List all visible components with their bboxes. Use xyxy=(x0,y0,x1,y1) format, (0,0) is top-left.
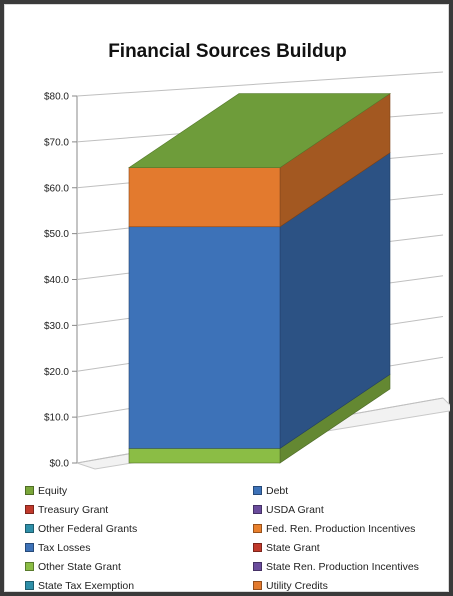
bar-front-debt xyxy=(128,226,281,449)
legend-item: USDA Grant xyxy=(253,502,445,517)
legend-label: Tax Losses xyxy=(38,541,91,554)
y-tick-label: $40.0 xyxy=(44,275,69,286)
bar-front-utility-credits xyxy=(128,167,281,228)
legend-item: Treasury Grant xyxy=(25,502,253,517)
legend-label: Fed. Ren. Production Incentives xyxy=(266,522,416,535)
legend-item: Other Federal Grants xyxy=(25,521,253,536)
legend-item: Fed. Ren. Production Incentives xyxy=(253,521,445,536)
legend-swatch xyxy=(25,505,34,514)
bar-stack xyxy=(128,93,391,464)
legend-item: State Ren. Production Incentives xyxy=(253,559,445,574)
bar-top-face xyxy=(128,93,391,168)
legend-item: Equity xyxy=(25,483,253,498)
y-tick-label: $0.0 xyxy=(50,459,70,470)
y-tick-label: $20.0 xyxy=(44,367,69,378)
legend-label: Equity xyxy=(38,484,68,497)
legend-label: State Ren. Production Incentives xyxy=(266,560,419,573)
gridline xyxy=(76,71,444,97)
y-tick-label: $50.0 xyxy=(44,229,69,240)
legend-swatch xyxy=(25,524,34,533)
legend-label: Other Federal Grants xyxy=(38,522,138,535)
legend-swatch xyxy=(253,486,262,495)
y-axis-ticks: $0.0 $10.0 $20.0 $30.0 $40.0 $50.0 $60.0 $70.0 $… xyxy=(44,92,69,470)
legend-label: Utility Credits xyxy=(266,579,328,592)
legend-swatch xyxy=(253,505,262,514)
legend-item: Other State Grant xyxy=(25,559,253,574)
legend-swatch xyxy=(25,562,34,571)
legend-swatch xyxy=(253,562,262,571)
legend-swatch xyxy=(253,524,262,533)
legend-item: State Tax Exemption xyxy=(25,578,253,593)
chart-title: Financial Sources Buildup xyxy=(108,41,347,62)
legend-item: Debt xyxy=(253,483,445,498)
y-tick-label: $10.0 xyxy=(44,413,69,424)
legend-label: Other State Grant xyxy=(38,560,121,573)
legend-swatch xyxy=(253,543,262,552)
bar-front-other-state-grant xyxy=(128,448,281,464)
y-tick-label: $60.0 xyxy=(44,183,69,194)
y-tick-label: $70.0 xyxy=(44,137,69,148)
legend-swatch xyxy=(25,543,34,552)
chart-plot: $0.0 $10.0 $20.0 $30.0 $40.0 $50.0 $60.0 $70.0 $… xyxy=(44,71,450,470)
legend: Equity Debt Treasury Grant USDA Grant Other … xyxy=(25,483,445,593)
legend-swatch xyxy=(25,581,34,590)
legend-label: Treasury Grant xyxy=(38,503,109,516)
legend-label: Debt xyxy=(266,484,289,497)
y-tick-label: $80.0 xyxy=(44,92,69,103)
chart-frame: Financial Sources Buildup $0.0 $10.0 $20.0… xyxy=(4,4,450,593)
legend-item: State Grant xyxy=(253,540,445,555)
legend-item: Utility Credits xyxy=(253,578,445,593)
legend-swatch xyxy=(253,581,262,590)
legend-label: USDA Grant xyxy=(266,503,324,516)
legend-item: Tax Losses xyxy=(25,540,253,555)
legend-label: State Grant xyxy=(266,541,320,554)
legend-label: State Tax Exemption xyxy=(38,579,135,592)
legend-swatch xyxy=(25,486,34,495)
y-tick-label: $30.0 xyxy=(44,321,69,332)
